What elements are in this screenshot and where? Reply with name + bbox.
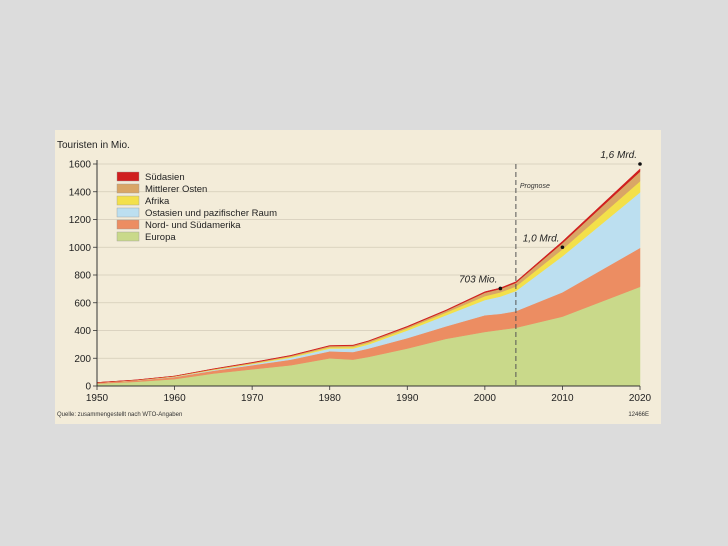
legend-label: Europa	[145, 232, 176, 243]
chart-svg: Touristen in Mio. Prognose 0 200 400 600 800…	[57, 140, 652, 418]
source-note: Quelle: zusammengestellt nach WTO-Angabe…	[57, 412, 182, 418]
y-tick-label: 0	[85, 382, 91, 393]
annotation-label: 1,6 Mrd.	[600, 150, 637, 161]
y-tick-label: 1200	[69, 215, 92, 226]
area-s-dasien	[96, 168, 641, 383]
annotation-point	[560, 245, 565, 250]
annotations: 703 Mio. 1,0 Mrd. 1,6 Mrd.	[459, 150, 642, 291]
chart-figure: Touristen in Mio. Prognose 0 200 400 600 800…	[55, 130, 661, 424]
legend-swatch	[116, 207, 140, 218]
y-tick-label: 600	[74, 298, 91, 309]
figure-code: 12466E	[628, 412, 649, 418]
annotation-point	[638, 162, 642, 166]
legend-swatch	[116, 171, 140, 182]
x-tick-label: 1990	[396, 393, 419, 404]
legend-swatch	[116, 183, 140, 194]
y-tick-label: 1400	[69, 187, 92, 198]
legend-swatch	[116, 231, 140, 242]
y-tick-label: 1600	[69, 160, 92, 171]
legend-label: Nord- und Südamerika	[145, 220, 241, 231]
y-tick-label: 1000	[69, 243, 92, 254]
annotation-label: 703 Mio.	[459, 274, 497, 285]
x-tick-label: 1980	[319, 393, 342, 404]
legend-label: Südasien	[145, 172, 185, 183]
annotation-point	[498, 286, 503, 291]
grid	[97, 163, 640, 387]
axes: 0 200 400 600 800 1000 1200 1400 1600 1950 1960 197…	[69, 160, 652, 405]
x-tick-label: 2010	[551, 393, 574, 404]
x-tick-label: 2020	[629, 393, 652, 404]
y-tick-label: 800	[74, 271, 91, 282]
y-tick-label: 200	[74, 354, 91, 365]
annotation-label: 1,0 Mrd.	[523, 233, 560, 244]
x-tick-label: 1960	[163, 393, 186, 404]
legend-label: Ostasien und pazifischer Raum	[145, 208, 277, 219]
x-tick-label: 1970	[241, 393, 264, 404]
stacked-areas	[96, 168, 641, 387]
x-tick-label: 1950	[86, 393, 109, 404]
y-axis-title: Touristen in Mio.	[57, 140, 130, 151]
forecast-label: Prognose	[520, 183, 550, 190]
legend-label: Afrika	[145, 196, 170, 207]
legend-swatch	[116, 219, 140, 230]
y-tick-label: 400	[74, 326, 91, 337]
legend-swatch	[116, 195, 140, 206]
x-tick-label: 2000	[474, 393, 497, 404]
legend-label: Mittlerer Osten	[145, 184, 207, 195]
